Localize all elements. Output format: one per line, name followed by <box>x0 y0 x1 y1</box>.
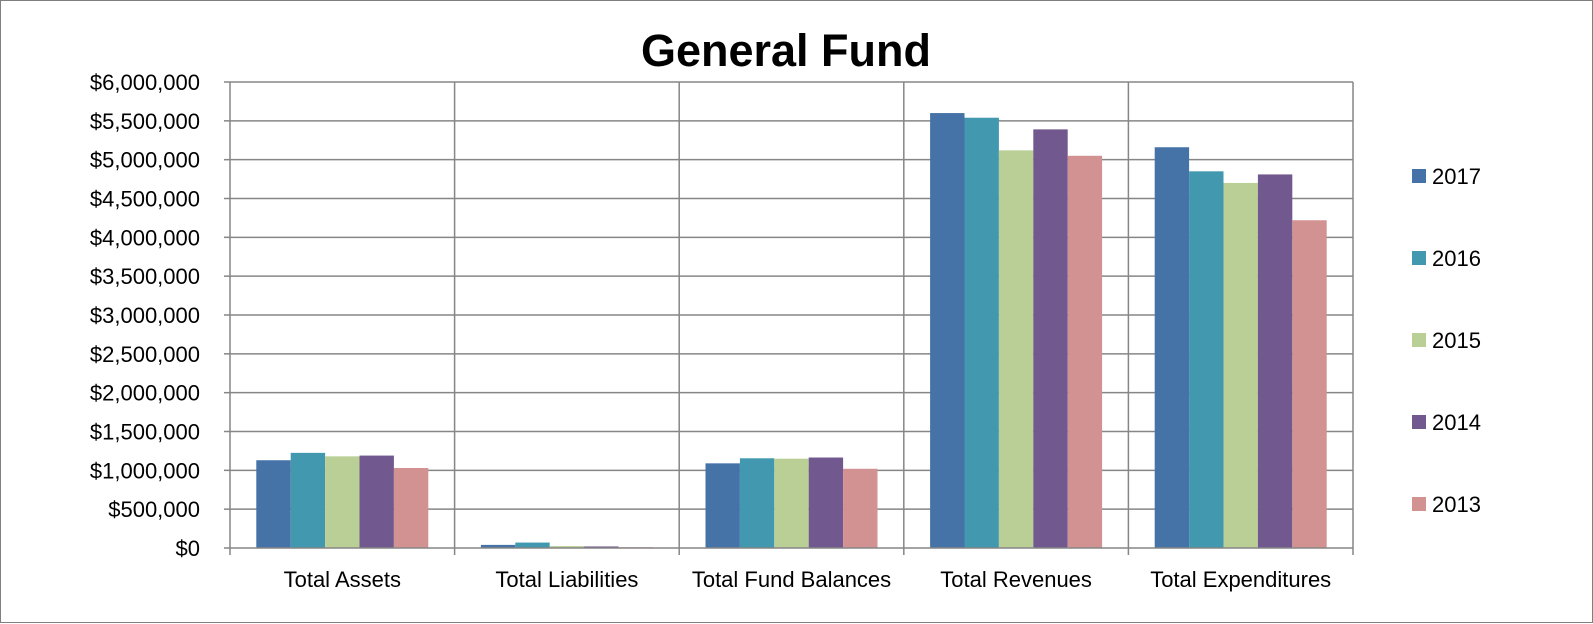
y-axis-tick-labels: $0 $500,000 $1,000,000 $1,500,000 $2,000,000… <box>90 70 200 561</box>
legend: 2017 2016 2015 2014 2013 <box>1412 164 1481 517</box>
bar-2017-2 <box>705 463 740 548</box>
bar-2016-2 <box>739 458 775 548</box>
bar-2014-1 <box>584 546 619 548</box>
legend-swatch <box>1412 497 1426 511</box>
bar-2015-0 <box>325 456 360 548</box>
y-tick-label: $2,000,000 <box>90 381 200 406</box>
legend-label: 2015 <box>1432 328 1481 353</box>
bar-2016-0 <box>290 452 326 548</box>
y-tick-label: $1,000,000 <box>90 458 200 483</box>
y-tick-label: $5,000,000 <box>90 148 200 173</box>
y-tick-label: $2,500,000 <box>90 342 200 367</box>
x-category-label: Total Liabilities <box>495 567 638 592</box>
legend-swatch <box>1412 251 1426 265</box>
bar-2014-0 <box>359 455 394 548</box>
bar-2016-4 <box>1189 171 1224 549</box>
bar-2013-2 <box>843 468 878 548</box>
x-category-label: Total Assets <box>284 567 401 592</box>
x-axis-category-labels: Total Assets Total Liabilities Total Fund … <box>284 567 1332 592</box>
x-category-label: Total Expenditures <box>1150 567 1331 592</box>
y-tick-label: $3,000,000 <box>90 303 200 328</box>
y-tick-label: $1,500,000 <box>90 420 200 445</box>
bar-2013-3 <box>1067 155 1103 549</box>
legend-swatch <box>1412 415 1426 429</box>
x-category-label: Total Revenues <box>940 567 1092 592</box>
legend-label: 2013 <box>1432 492 1481 517</box>
bar-2015-2 <box>774 458 809 548</box>
y-tick-label: $3,500,000 <box>90 264 200 289</box>
legend-swatch <box>1412 169 1426 183</box>
x-category-label: Total Fund Balances <box>692 567 891 592</box>
y-tick-label: $0 <box>176 536 200 561</box>
bar-2016-1 <box>515 542 550 548</box>
bar-2014-2 <box>808 457 844 548</box>
y-tick-label: $6,000,000 <box>90 70 200 95</box>
bar-2013-0 <box>393 468 429 548</box>
legend-label: 2016 <box>1432 246 1481 271</box>
bar-2017-0 <box>256 460 291 548</box>
bar-2014-4 <box>1257 174 1293 548</box>
y-tick-label: $5,500,000 <box>90 109 200 134</box>
bar-2015-4 <box>1223 182 1258 548</box>
bar-2014-3 <box>1033 129 1068 549</box>
y-tick-label: $4,000,000 <box>90 225 200 250</box>
bar-2013-4 <box>1292 220 1327 548</box>
bar-2015-1 <box>549 546 585 548</box>
legend-swatch <box>1412 333 1426 347</box>
y-tick-label: $500,000 <box>108 497 200 522</box>
bar-2015-3 <box>998 150 1034 548</box>
legend-label: 2014 <box>1432 410 1481 435</box>
bars <box>256 113 1327 549</box>
legend-label: 2017 <box>1432 164 1481 189</box>
bar-2016-3 <box>964 117 999 548</box>
bar-2017-3 <box>930 113 965 549</box>
chart-title: General Fund <box>641 25 931 76</box>
bar-2017-1 <box>480 544 516 548</box>
bar-2017-4 <box>1154 147 1190 549</box>
y-tick-label: $4,500,000 <box>90 187 200 212</box>
category-dividers <box>453 82 1354 548</box>
axes <box>224 81 1354 555</box>
